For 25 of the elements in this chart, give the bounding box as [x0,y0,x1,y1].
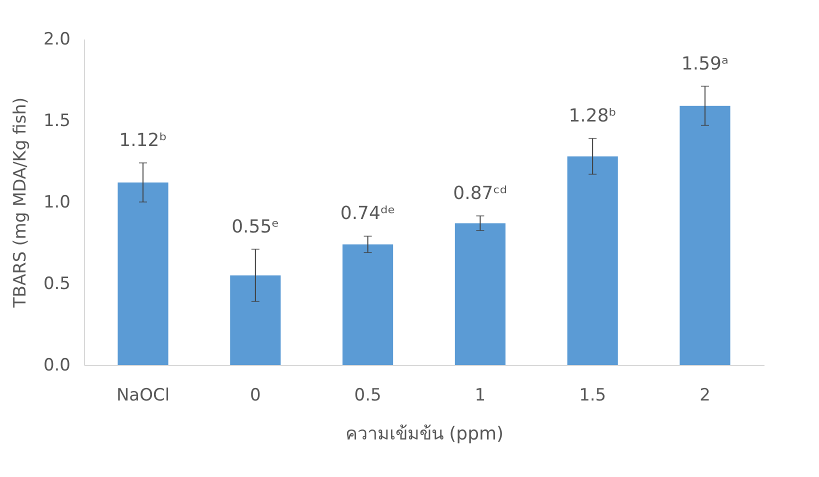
x-tick-label: 1 [474,386,486,406]
y-tick-label: 0.5 [43,274,70,294]
x-tick-label: 1.5 [579,386,606,406]
data-label: 1.12ᵇ [119,130,167,151]
y-tick-label: 0.0 [43,356,70,376]
bar [680,106,730,365]
y-axis-title: TBARS (mg MDA/Kg fish) [10,97,30,309]
bar [567,156,618,365]
y-tick-label: 2.0 [43,30,70,50]
y-tick-label: 1.0 [43,192,70,212]
data-label: 0.55ᵉ [232,216,280,238]
data-label: 0.74ᵈᵉ [340,203,396,224]
x-tick-label: NaOCl [116,386,170,406]
bar [342,244,394,365]
x-tick-label: 0.5 [354,386,382,406]
data-label: 0.87ᶜᵈ [453,182,508,204]
data-label: 1.59ᵃ [681,53,729,74]
x-tick-label: 2 [700,386,710,406]
x-tick-label: 0 [250,386,261,406]
x-axis-title: ความเข้มข้น (ppm) [345,424,504,444]
y-tick-label: 1.5 [43,111,70,131]
bar [454,223,506,365]
bar [230,275,281,365]
data-label: 1.28ᵇ [568,105,616,126]
bar [118,182,168,365]
